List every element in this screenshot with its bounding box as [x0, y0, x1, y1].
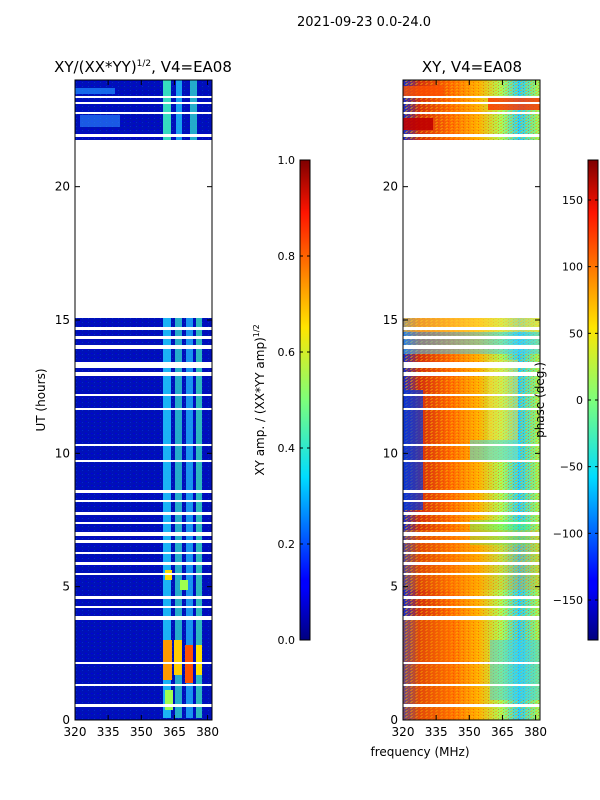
amplitude-xtick-label: 350 — [130, 725, 153, 739]
amplitude-colorbar-tick-label: 0.8 — [278, 250, 296, 263]
phase-xtick-label: 320 — [392, 725, 415, 739]
amplitude-ytick-label: 20 — [55, 180, 70, 194]
amplitude-colorbar-tick-label: 0.0 — [278, 634, 296, 647]
amplitude-colorbar: 0.0 0.2 0.4 0.6 0.8 1.0 XY amp. / (XX*YY amp)… — [252, 154, 311, 647]
phase-axes: 320 335 350 365 380 0 5 10 15 20 — [383, 80, 547, 739]
frequency-xlabel: frequency (MHz) — [370, 745, 469, 759]
phase-panel-title: XY, V4=EA08 — [422, 58, 522, 76]
phase-panel: XY, V4=EA08 — [383, 58, 547, 739]
amplitude-heatmap — [75, 80, 212, 720]
amplitude-colorbar-label: XY amp. / (XX*YY amp)1/2 — [252, 324, 267, 475]
amplitude-colorbar-tick-label: 1.0 — [278, 154, 296, 167]
amplitude-colorbar-tick-label: 0.6 — [278, 346, 296, 359]
phase-xtick-label: 380 — [524, 725, 547, 739]
figure-title: 2021-09-23 0.0-24.0 — [297, 15, 431, 30]
amplitude-xtick-label: 320 — [64, 725, 87, 739]
phase-colorbar-label: phase (deg.) — [533, 362, 547, 438]
phase-colorbar-tick-label: 150 — [562, 194, 583, 207]
phase-colorbar: −150 −100 −50 0 50 100 150 phase (deg.) — [533, 159, 599, 641]
amplitude-axes: 320 335 350 365 380 0 5 10 15 20 — [55, 80, 219, 739]
phase-colorbar-tick-label: −100 — [553, 527, 583, 540]
amplitude-colorbar-tick-label: 0.4 — [278, 442, 296, 455]
phase-colorbar-ticks: −150 −100 −50 0 50 100 150 — [553, 194, 598, 607]
phase-heatmap — [403, 80, 540, 720]
phase-xtick-label: 365 — [491, 725, 514, 739]
phase-colorbar-tick-label: 50 — [569, 327, 583, 340]
amplitude-xtick-label: 365 — [163, 725, 186, 739]
amplitude-ytick-label: 0 — [62, 713, 70, 727]
phase-ytick-label: 10 — [383, 446, 398, 460]
amplitude-ytick-label: 10 — [55, 446, 70, 460]
amplitude-frame — [74, 79, 213, 721]
phase-xtick-label: 335 — [425, 725, 448, 739]
phase-colorbar-tick-label: −150 — [553, 594, 583, 607]
phase-xtick-label: 350 — [458, 725, 481, 739]
phase-ytick-label: 5 — [390, 580, 398, 594]
amplitude-xtick-label: 380 — [196, 725, 219, 739]
phase-ytick-label: 0 — [390, 713, 398, 727]
phase-frame — [402, 79, 541, 721]
phase-colorbar-tick-label: 100 — [562, 261, 583, 274]
phase-colorbar-tick-label: −50 — [560, 461, 583, 474]
phase-ytick-label: 20 — [383, 180, 398, 194]
amplitude-ytick-label: 5 — [62, 580, 70, 594]
amplitude-panel: XY/(XX*YY)1/2, V4=EA08 — [34, 58, 232, 739]
amplitude-colorbar-tick-label: 0.2 — [278, 538, 296, 551]
amplitude-panel-title: XY/(XX*YY)1/2, V4=EA08 — [54, 58, 232, 76]
phase-colorbar-tick-label: 0 — [576, 394, 583, 407]
phase-ytick-label: 15 — [383, 313, 398, 327]
amplitude-ylabel: UT (hours) — [34, 368, 48, 431]
amplitude-colorbar-ticks: 0.0 0.2 0.4 0.6 0.8 1.0 — [278, 154, 310, 647]
amplitude-xtick-label: 335 — [97, 725, 120, 739]
amplitude-ytick-label: 15 — [55, 313, 70, 327]
